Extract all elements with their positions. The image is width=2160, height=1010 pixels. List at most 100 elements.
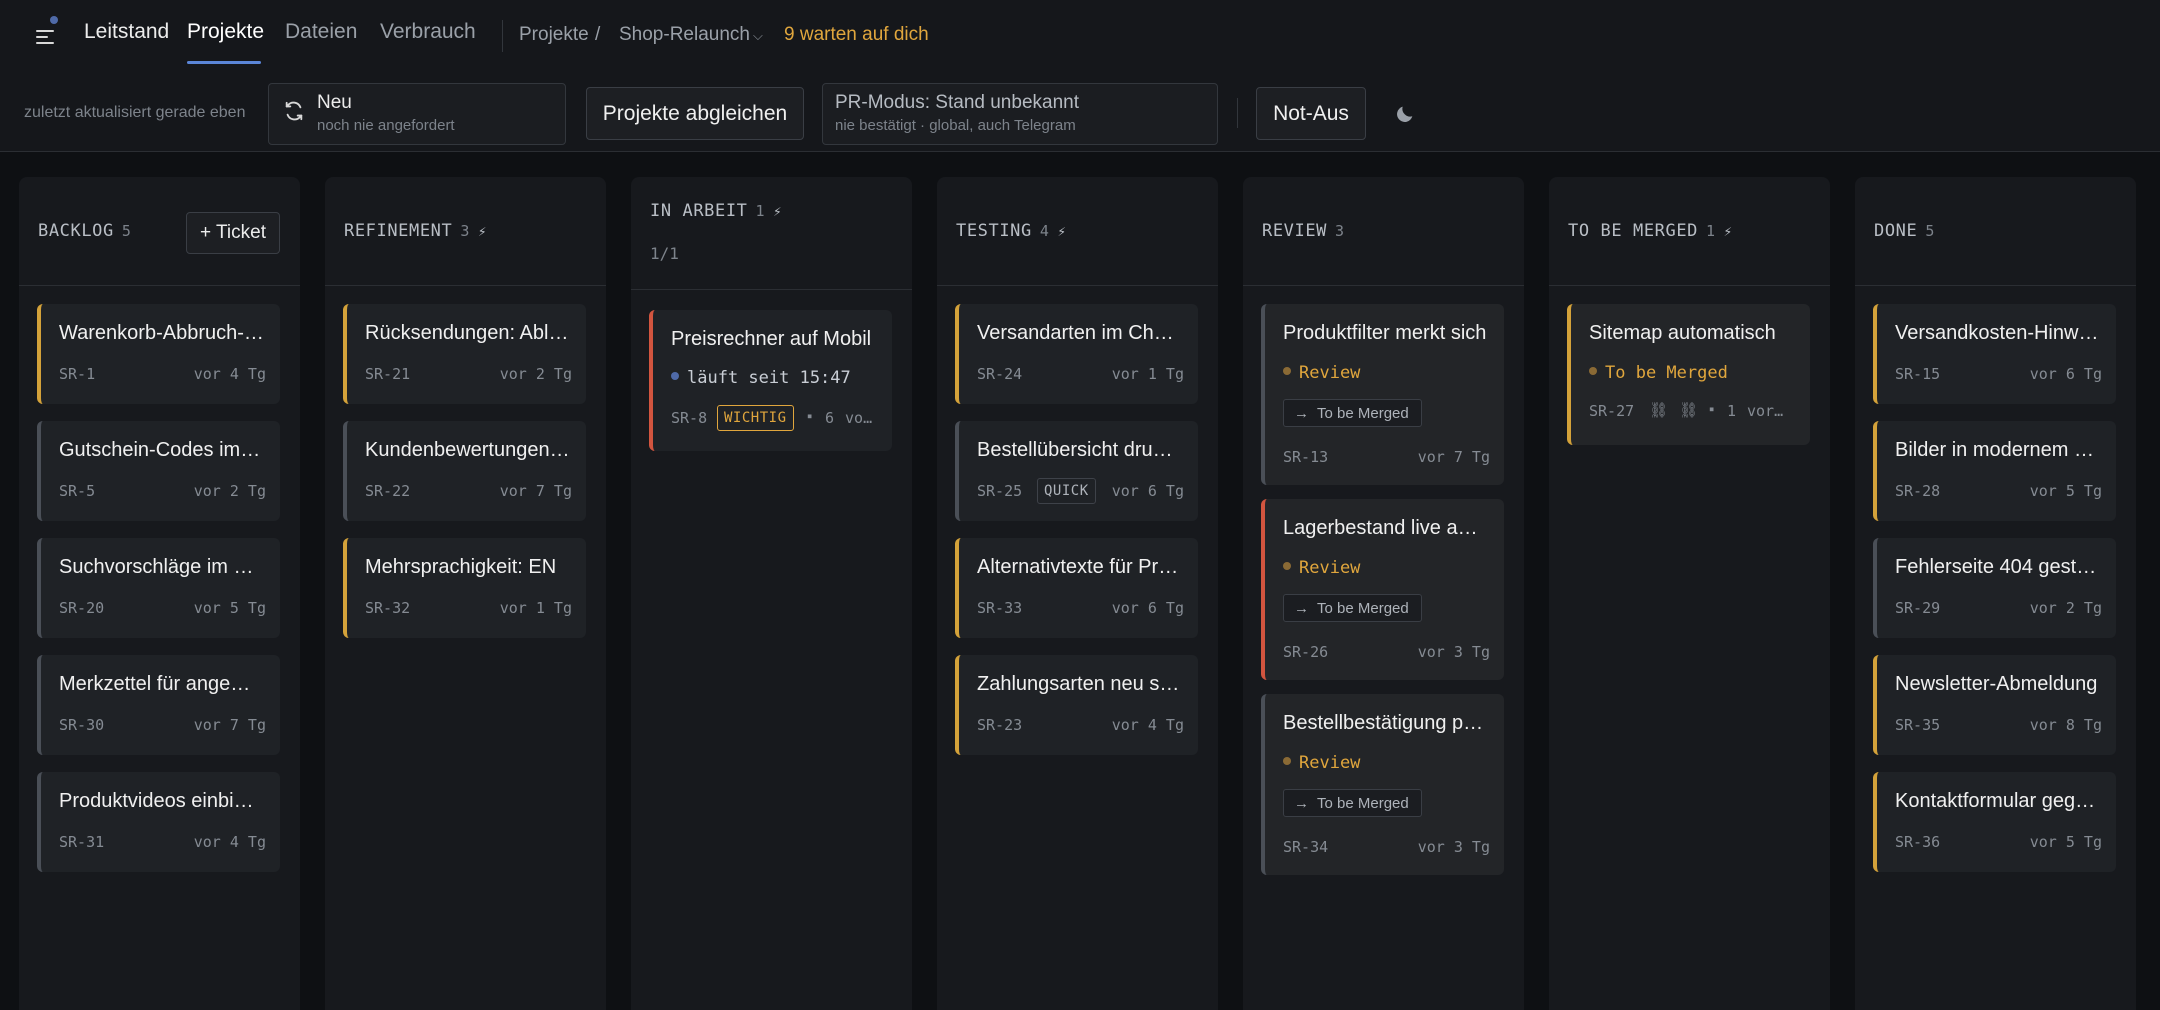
column-header: REFINEMENT 3 ⚡︎ (325, 177, 606, 286)
ticket-card[interactable]: Suchvorschläge im Header SR-20 vor 5 Tg (37, 538, 280, 638)
card-id: SR-34 (1283, 838, 1329, 856)
card-title: Produktvideos einbinden (59, 790, 264, 812)
refresh-button[interactable]: Neu noch nie angefordert (268, 83, 566, 145)
card-age: vor 7 Tg (193, 716, 266, 734)
card-id: SR-28 (1895, 482, 1941, 500)
move-to-merged-button[interactable]: → To be Merged (1283, 789, 1422, 817)
link-icon[interactable]: ⛓︎ (1679, 402, 1699, 419)
ticket-card[interactable]: Sitemap automatisch To be Merged SR-27 ⛓… (1567, 304, 1810, 445)
bolt-icon: ⚡︎ (1723, 224, 1733, 240)
card-age: vor 1 Tg (499, 599, 572, 617)
waiting-notice[interactable]: 9 warten auf dich (784, 24, 929, 45)
toolbar: zuletzt aktualisiert gerade eben Neu noc… (0, 70, 2160, 152)
status-label: Review (1283, 753, 1360, 773)
ticket-card[interactable]: Gutschein-Codes im Checkout SR-5 vor 2 T… (37, 421, 280, 521)
moon-icon[interactable] (1394, 103, 1416, 125)
card-id: SR-13 (1283, 448, 1329, 466)
card-age: vor 6 Tg (2029, 365, 2102, 383)
card-title: Kontaktformular gegen Spam (1895, 790, 2100, 812)
link-icon[interactable]: ⛓︎ (1649, 402, 1669, 419)
card-title: Lagerbestand live anzeigen (1283, 517, 1488, 539)
card-title: Kundenbewertungen anzeigen (365, 439, 570, 461)
ticket-card[interactable]: Bilder in modernem Format SR-28 vor 5 Tg (1873, 421, 2116, 521)
sync-projects-button[interactable]: Projekte abgleichen (586, 87, 804, 140)
card-title: Bestellübersicht drucken (977, 439, 1182, 461)
move-to-merged-button[interactable]: → To be Merged (1283, 399, 1422, 427)
column-count: 1 (755, 202, 766, 220)
card-age: vor 1 Tg (845, 409, 881, 427)
project-selector[interactable]: Shop-Relaunch ⌵ (619, 24, 763, 46)
status-dot (1589, 367, 1597, 375)
status-label: Review (1283, 363, 1360, 383)
card-age: vor 3 Tg (1417, 643, 1490, 661)
card-id: SR-15 (1895, 365, 1941, 383)
ticket-card[interactable]: Bestellbestätigung per Mail Review →To b… (1261, 694, 1504, 875)
ticket-card[interactable]: Warenkorb-Abbruch-Mails SR-1 vor 4 Tg (37, 304, 280, 404)
ticket-card[interactable]: Rücksendungen: Ablauf SR-21 vor 2 Tg (343, 304, 586, 404)
breadcrumb-projekte[interactable]: Projekte (519, 24, 589, 45)
emergency-stop-button[interactable]: Not-Aus (1256, 87, 1366, 140)
move-to-merged-button[interactable]: → To be Merged (1283, 594, 1422, 622)
ticket-card[interactable]: Merkzettel für angemeldete SR-30 vor 7 T… (37, 655, 280, 755)
ticket-card[interactable]: Fehlerseite 404 gestalten SR-29 vor 2 Tg (1873, 538, 2116, 638)
card-id: SR-25 (977, 482, 1023, 500)
card-age: vor 5 Tg (193, 599, 266, 617)
bolt-icon: ⚡︎ (478, 224, 488, 240)
tab-projekte[interactable]: Projekte (187, 20, 265, 43)
card-id: SR-5 (59, 482, 96, 500)
status-dot (1283, 367, 1291, 375)
column-title: REVIEW 3 (1262, 221, 1345, 241)
comment-icon: ▪︎ (807, 408, 813, 425)
card-id: SR-24 (977, 365, 1023, 383)
bolt-icon: ⚡︎ (773, 204, 783, 220)
column-header: IN ARBEIT 1 ⚡︎ 1/1 (631, 177, 912, 290)
tab-verbrauch[interactable]: Verbrauch (380, 20, 476, 43)
ticket-card[interactable]: Versandkosten-Hinweis SR-15 vor 6 Tg (1873, 304, 2116, 404)
card-title: Sitemap automatisch (1589, 322, 1776, 344)
ticket-card[interactable]: Newsletter-Abmeldung SR-35 vor 8 Tg (1873, 655, 2116, 755)
ticket-card[interactable]: Mehrsprachigkeit: EN SR-32 vor 1 Tg (343, 538, 586, 638)
card-title: Alternativtexte für Produktbilder (977, 556, 1182, 578)
ticket-card[interactable]: Versandarten im Checkout SR-24 vor 1 Tg (955, 304, 1198, 404)
card-age: vor 7 Tg (1417, 448, 1490, 466)
card-id: SR-29 (1895, 599, 1941, 617)
ticket-card[interactable]: Preisrechner auf Mobil läuft seit 15:47 … (649, 310, 892, 451)
card-title: Versandarten im Checkout (977, 322, 1182, 344)
ticket-card[interactable]: Lagerbestand live anzeigen Review →To be… (1261, 499, 1504, 680)
card-age: vor 5 Tg (2029, 482, 2102, 500)
ticket-card[interactable]: Produktvideos einbinden SR-31 vor 4 Tg (37, 772, 280, 872)
card-age: vor 5 Tg (2029, 833, 2102, 851)
priority-tag: WICHTIG (717, 405, 794, 431)
tab-dateien[interactable]: Dateien (285, 20, 358, 43)
pr-mode-selector[interactable]: PR-Modus: Stand unbekannt nie bestätigt … (822, 83, 1218, 145)
card-age: vor 8 Tg (2029, 716, 2102, 734)
ticket-card[interactable]: Kontaktformular gegen Spam SR-36 vor 5 T… (1873, 772, 2116, 872)
card-title: Rücksendungen: Ablauf (365, 322, 570, 344)
comment-count: 1 (1727, 402, 1737, 420)
brand-leitstand[interactable]: Leitstand (84, 20, 170, 43)
card-title: Zahlungsarten neu sortieren (977, 673, 1182, 695)
column-title: IN ARBEIT 1 ⚡︎ (650, 201, 783, 221)
column-count: 1 (1706, 222, 1716, 240)
ticket-card[interactable]: Zahlungsarten neu sortieren SR-23 vor 4 … (955, 655, 1198, 755)
column-refinement: REFINEMENT 3 ⚡︎ Rücksendungen: Ablauf SR-2… (325, 177, 606, 1010)
column-title: DONE 5 (1874, 221, 1935, 241)
menu-icon[interactable] (30, 16, 60, 50)
add-ticket-button[interactable]: + Ticket (186, 212, 280, 254)
card-age: vor 2 Tg (193, 482, 266, 500)
ticket-card[interactable]: Kundenbewertungen anzeigen SR-22 vor 7 T… (343, 421, 586, 521)
column-count: 3 (1335, 222, 1345, 240)
card-id: SR-23 (977, 716, 1023, 734)
ticket-card[interactable]: Alternativtexte für Produktbilder SR-33 … (955, 538, 1198, 638)
arrow-right-icon: → (1294, 794, 1309, 812)
card-id: SR-31 (59, 833, 105, 851)
column-header: TO BE MERGED 1 ⚡︎ (1549, 177, 1830, 286)
pr-mode-subtitle: nie bestätigt · global, auch Telegram (835, 117, 1076, 134)
notification-dot (50, 16, 58, 24)
ticket-card[interactable]: Produktfilter merkt sich Review → To be M… (1261, 304, 1504, 485)
running-status: läuft seit 15:47 (671, 368, 851, 388)
status-label: Review (1283, 558, 1360, 578)
last-updated-text: zuletzt aktualisiert gerade eben (24, 104, 246, 121)
ticket-card[interactable]: Bestellübersicht drucken SR-25 QUICK vor… (955, 421, 1198, 521)
card-id: SR-21 (365, 365, 411, 383)
